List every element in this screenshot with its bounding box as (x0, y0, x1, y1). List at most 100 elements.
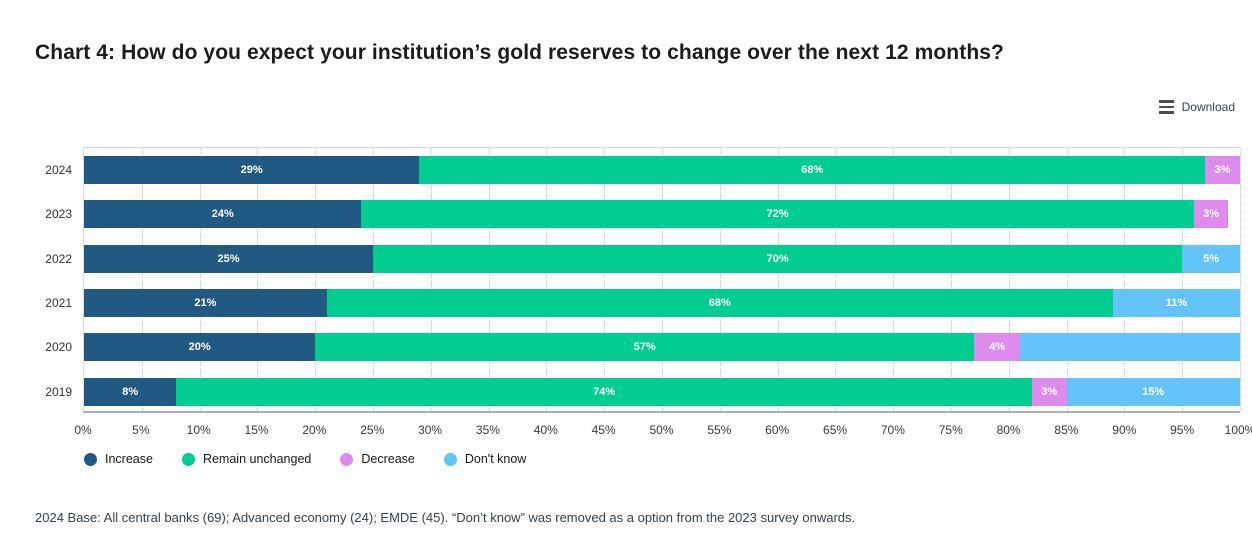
gridline (835, 148, 837, 411)
data-label: 21% (194, 297, 217, 310)
stacked-bar: 24% 72% 3% (84, 200, 1240, 229)
x-axis-tick: 60% (765, 423, 790, 437)
gridline (141, 148, 143, 411)
x-axis-tick: 0% (74, 423, 92, 437)
data-label: 11% (1165, 297, 1188, 310)
data-label: 74% (593, 385, 616, 398)
x-axis-tick: 10% (186, 423, 211, 437)
download-button[interactable]: Download (1158, 100, 1235, 114)
data-label: 20% (188, 341, 211, 354)
legend-marker-increase (84, 452, 97, 466)
legend-marker-don-t-know (443, 452, 457, 466)
x-axis-tick: 85% (1054, 423, 1079, 437)
segment-remain-unchanged: 72% (361, 200, 1194, 229)
segment-don-t-know: 15% (1066, 377, 1240, 406)
gridline (604, 148, 606, 411)
data-label: 15% (1142, 385, 1165, 398)
data-label: 4% (989, 341, 1006, 354)
menu-icon (1158, 100, 1174, 114)
y-axis-label: 2019 (45, 384, 72, 399)
x-axis-tick: 30% (418, 423, 443, 437)
data-label: 3% (1203, 208, 1220, 221)
data-label: 25% (217, 252, 240, 265)
legend-item-don-t-know: Don't know (443, 452, 526, 466)
y-axis-label: 2022 (45, 251, 72, 266)
gridline (1066, 148, 1068, 411)
segment-increase: 24% (84, 200, 362, 229)
bar-row-2021: 2021 21% 68% 11% (45, 281, 1240, 325)
y-axis-label: 2021 (45, 296, 72, 311)
legend-label: Decrease (361, 452, 415, 466)
bar-row-2024: 2024 29% 68% 3% (45, 148, 1240, 192)
gridline (430, 148, 432, 411)
gridline (488, 148, 490, 411)
x-axis-tick: 5% (132, 423, 150, 437)
bar-row-2023: 2023 24% 72% 3% (45, 192, 1240, 236)
legend-label: Increase (105, 452, 153, 466)
x-axis-tick: 65% (823, 423, 848, 437)
x-axis-tick: 100% (1224, 423, 1252, 437)
data-label: 5% (1203, 252, 1220, 265)
x-axis-tick: 75% (938, 423, 963, 437)
segment-decrease: 3% (1205, 156, 1240, 185)
gridline (1008, 148, 1010, 411)
x-axis-tick: 45% (591, 423, 616, 437)
chart-title: Chart 4: How do you expect your institut… (35, 41, 1004, 64)
data-label: 3% (1214, 164, 1231, 177)
x-axis-tick: 25% (360, 423, 385, 437)
segment-remain-unchanged: 74% (176, 377, 1032, 406)
gridline (1124, 148, 1126, 411)
bar-row-2019: 2019 8% 74% 3% 15% (45, 370, 1240, 414)
x-axis: 0% 5% 10% 15% 20% 25% 30% 35% 40% 45% 50% 55% 60% 65%… (74, 423, 1252, 439)
y-axis-label: 2023 (45, 207, 72, 222)
segment-remain-unchanged: 70% (373, 244, 1183, 273)
gridline (662, 148, 663, 411)
legend-marker-remain-unchanged (181, 452, 195, 466)
gridline (546, 148, 548, 411)
segment-increase: 21% (84, 289, 327, 318)
x-axis-tick: 35% (475, 423, 500, 437)
y-axis-label: 2024 (45, 163, 72, 178)
download-label: Download (1181, 100, 1235, 114)
stacked-bar: 25% 70% 5% (84, 244, 1240, 273)
footnote: 2024 Base: All central banks (69); Advan… (35, 510, 856, 525)
legend-item-increase: Increase (84, 452, 153, 466)
data-label: 68% (708, 297, 731, 310)
x-axis-tick: 70% (880, 423, 905, 437)
x-axis-tick: 90% (1112, 423, 1137, 437)
gridline (951, 148, 952, 411)
gridline (257, 148, 259, 411)
gridline (1240, 148, 1241, 411)
stacked-bar: 8% 74% 3% 15% (84, 377, 1240, 406)
plot-area: 2024 29% 68% 3% 2023 24% 72% 3% 2022 25% 70% 5% 2021… (45, 147, 1241, 414)
gridline (373, 148, 374, 411)
segment-remain-unchanged: 68% (419, 156, 1206, 185)
segment-don-t-know (1020, 333, 1240, 362)
gridline (199, 148, 201, 411)
data-label: 8% (122, 385, 139, 398)
data-label: 70% (766, 252, 789, 265)
y-axis-label: 2020 (45, 340, 72, 355)
data-label: 3% (1041, 385, 1058, 398)
bar-row-2022: 2022 25% 70% 5% (45, 237, 1240, 281)
data-label: 29% (240, 164, 263, 177)
x-axis-tick: 40% (533, 423, 558, 437)
x-axis-tick: 15% (244, 423, 269, 437)
x-axis-tick: 95% (1170, 423, 1195, 437)
segment-increase: 25% (84, 244, 373, 273)
segment-increase: 20% (84, 333, 316, 362)
stacked-bar: 20% 57% 4% (84, 333, 1240, 362)
data-label: 24% (211, 208, 234, 221)
segment-decrease: 3% (1031, 377, 1067, 406)
gridline (719, 148, 721, 411)
segment-remain-unchanged: 68% (326, 289, 1113, 318)
gridline (315, 148, 317, 411)
legend-label: Remain unchanged (202, 452, 312, 466)
stacked-bar: 21% 68% 11% (84, 289, 1240, 318)
segment-increase: 29% (84, 156, 420, 185)
data-label: 57% (633, 341, 656, 354)
legend: Increase Remain unchanged Decrease Don't kn… (84, 452, 526, 466)
x-axis-tick: 80% (996, 423, 1021, 437)
data-label: 68% (801, 164, 824, 177)
